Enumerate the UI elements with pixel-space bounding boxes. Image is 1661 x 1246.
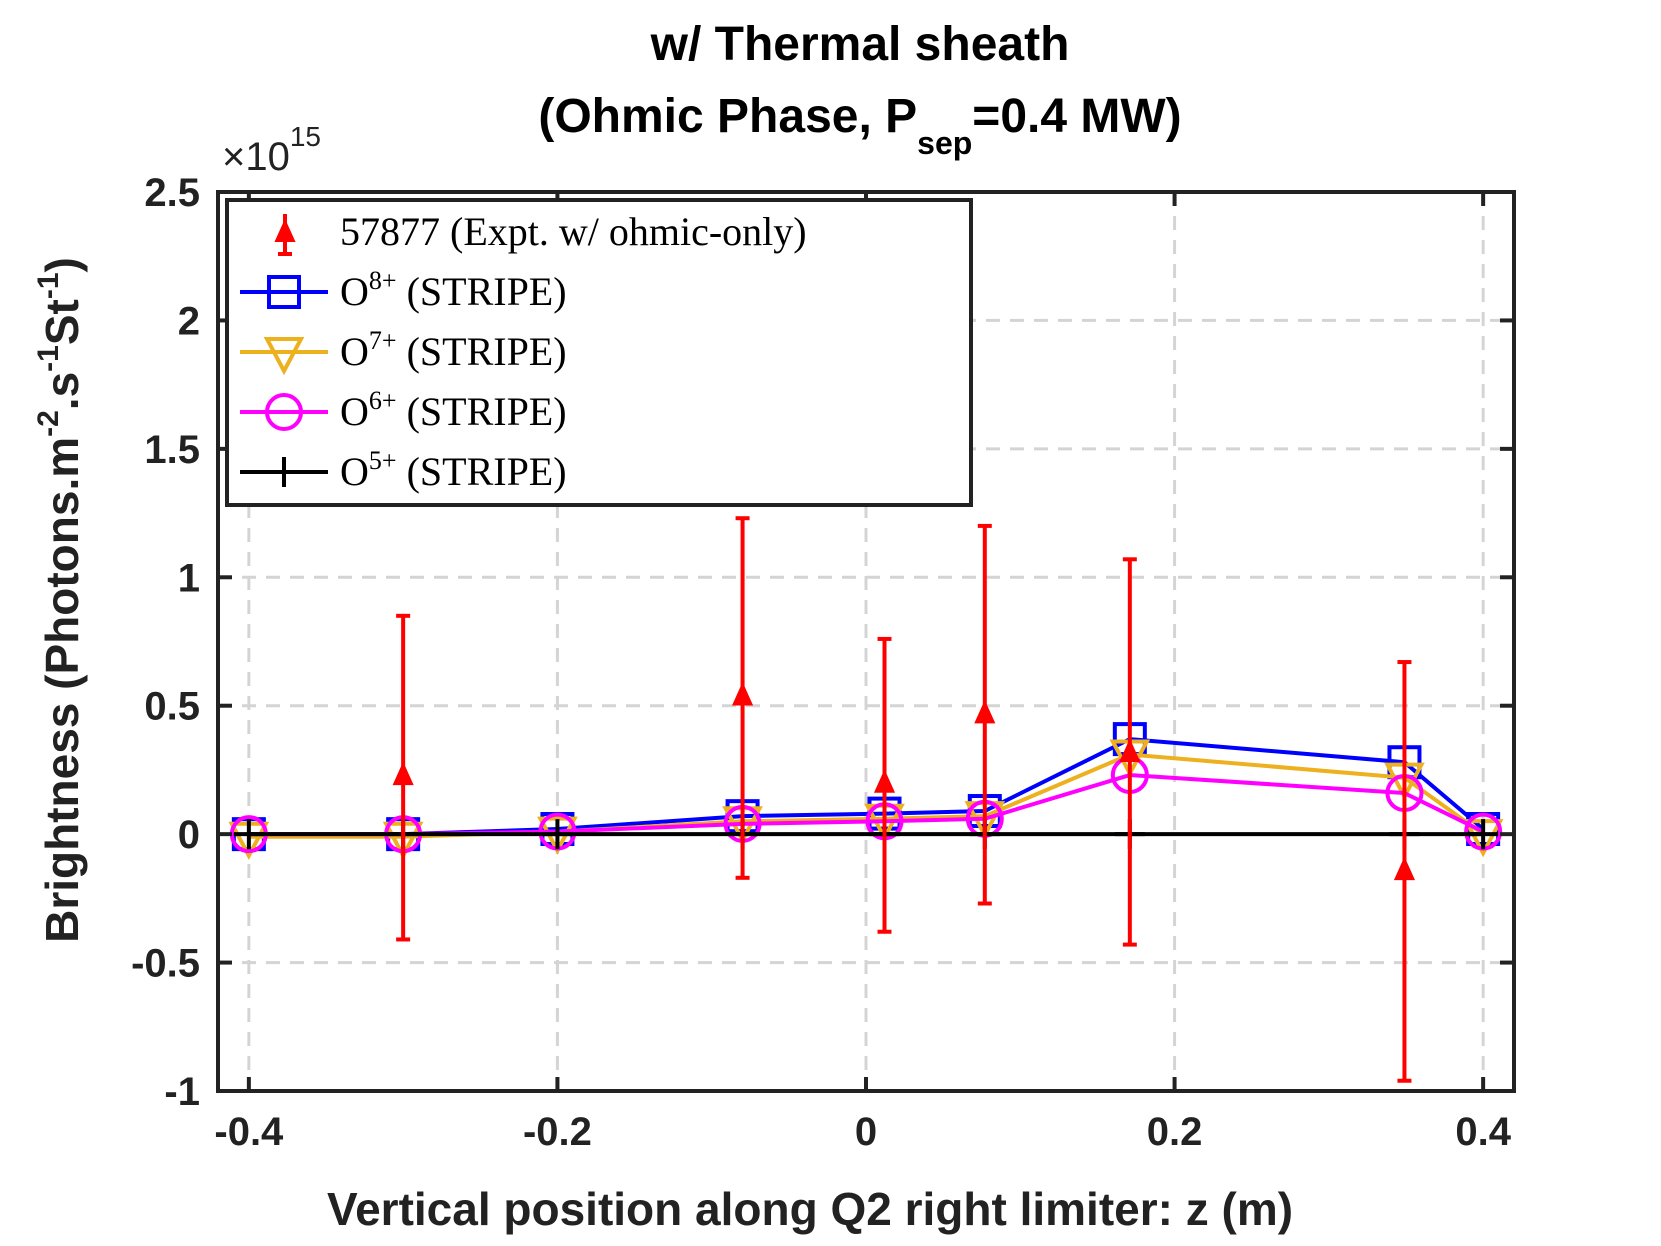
y-axis-label-mid: .s bbox=[36, 372, 88, 410]
legend-marker bbox=[274, 218, 296, 242]
legend-marker bbox=[267, 275, 301, 309]
legend-label-sup: 5+ bbox=[369, 446, 397, 475]
legend-label-tail: (STRIPE) bbox=[397, 389, 567, 434]
legend-label-base: O bbox=[340, 449, 369, 494]
legend: 57877 (Expt. w/ ohmic-only)O8+ (STRIPE)O… bbox=[225, 198, 973, 507]
y-axis-label: Brightness (Photons.m-2.s-1St-1) bbox=[32, 257, 88, 943]
chart-title: w/ Thermal sheath bbox=[650, 18, 1070, 71]
x-tick-label: -0.4 bbox=[214, 1110, 284, 1154]
legend-label: O6+ (STRIPE) bbox=[340, 386, 567, 434]
x-axis-label: Vertical position along Q2 right limiter… bbox=[327, 1183, 1293, 1235]
legend-label-base: O bbox=[340, 389, 369, 434]
legend-label: O8+ (STRIPE) bbox=[340, 266, 567, 314]
legend-label-base: 57877 (Expt. w/ ohmic-only) bbox=[340, 209, 807, 254]
data-point-triangle bbox=[873, 769, 896, 793]
legend-label: 57877 (Expt. w/ ohmic-only) bbox=[340, 209, 807, 254]
legend-label-tail: (STRIPE) bbox=[397, 329, 567, 374]
y-tick-label: 2 bbox=[178, 299, 200, 343]
legend-entry: O7+ (STRIPE) bbox=[240, 326, 567, 376]
x-tick-label: 0.2 bbox=[1147, 1110, 1203, 1154]
y-axis-label-prefix: Brightness (Photons.m bbox=[36, 437, 88, 943]
y-axis-label-sup3: -1 bbox=[32, 272, 65, 299]
x-tick-label: 0 bbox=[855, 1110, 877, 1154]
data-point-triangle bbox=[732, 682, 754, 706]
chart-subtitle-prefix: (Ohmic Phase, P bbox=[538, 90, 917, 143]
y-exponent-base: ×10 bbox=[222, 135, 290, 179]
legend-entry: O6+ (STRIPE) bbox=[240, 386, 567, 434]
y-tick-label: 2.5 bbox=[144, 171, 200, 215]
legend-label-sup: 8+ bbox=[369, 266, 397, 295]
y-tick-label: 0 bbox=[178, 813, 200, 857]
x-tick-label: -0.2 bbox=[523, 1110, 592, 1154]
y-tick-label: 1.5 bbox=[144, 428, 200, 472]
x-tick-label: 0.4 bbox=[1455, 1110, 1511, 1154]
y-tick-label: 1 bbox=[178, 556, 200, 600]
chart-subtitle-suffix: =0.4 MW) bbox=[972, 90, 1181, 143]
y-axis-label-mid2: St bbox=[36, 299, 88, 345]
data-point-triangle bbox=[392, 761, 414, 786]
y-axis-label-sup2: -1 bbox=[32, 345, 65, 372]
legend-marker bbox=[265, 393, 303, 431]
legend-label-sup: 6+ bbox=[369, 386, 397, 415]
legend-box bbox=[225, 198, 973, 507]
plot-series bbox=[228, 516, 1504, 1083]
data-point-triangle bbox=[1393, 856, 1416, 881]
legend-label-base: O bbox=[340, 329, 369, 374]
legend-entry: O8+ (STRIPE) bbox=[240, 266, 567, 314]
y-exponent-power: 15 bbox=[290, 121, 321, 152]
data-point-triangle bbox=[974, 699, 996, 724]
legend-label-sup: 7+ bbox=[369, 326, 397, 355]
legend-label-tail: (STRIPE) bbox=[397, 449, 567, 494]
legend-label-tail: (STRIPE) bbox=[397, 269, 567, 314]
axis-ticks: -0.4 -0.2 0 0.2 0.4 -1 -0.5 0 0.5 1 1.5 2 2.5 bbox=[131, 171, 1514, 1154]
y-tick-label: -1 bbox=[164, 1070, 200, 1114]
legend-label-base: O bbox=[340, 269, 369, 314]
y-tick-label: -0.5 bbox=[131, 942, 200, 986]
chart-subtitle: (Ohmic Phase, Psep=0.4 MW) bbox=[538, 90, 1181, 161]
y-axis-label-sup1: -2 bbox=[32, 410, 65, 437]
legend-entry: 57877 (Expt. w/ ohmic-only) bbox=[274, 209, 807, 256]
legend-label: O5+ (STRIPE) bbox=[340, 446, 567, 494]
y-tick-label: 0.5 bbox=[144, 685, 200, 729]
chart-subtitle-subscript: sep bbox=[917, 125, 972, 161]
legend-entry: O5+ (STRIPE) bbox=[240, 446, 567, 494]
data-point-triangle bbox=[1119, 738, 1141, 762]
legend-label: O7+ (STRIPE) bbox=[340, 326, 567, 374]
series-0 bbox=[392, 516, 1416, 1083]
y-axis-label-suffix: ) bbox=[36, 257, 88, 272]
y-exponent-label: ×1015 bbox=[222, 121, 321, 179]
legend-marker bbox=[263, 337, 305, 376]
